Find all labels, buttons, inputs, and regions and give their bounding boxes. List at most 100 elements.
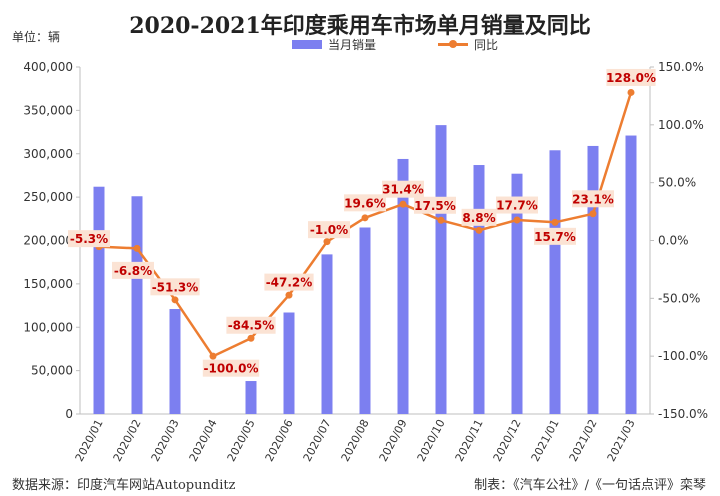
y-left-tick-label: 400,000 <box>23 60 73 74</box>
bar <box>587 145 599 414</box>
yoy-point <box>133 244 141 252</box>
yoy-label-bg <box>68 230 110 248</box>
bar <box>321 254 333 414</box>
y-right-tick-label: 0.0% <box>658 234 689 248</box>
yoy-label-bg <box>344 194 386 212</box>
y-right-tick-label: 100.0% <box>658 118 704 132</box>
yoy-data-label: -6.8% <box>114 264 152 278</box>
y-left-tick-label: 150,000 <box>23 277 73 291</box>
yoy-data-label: 31.4% <box>382 183 424 197</box>
yoy-point <box>323 238 331 246</box>
yoy-point <box>513 216 521 224</box>
y-right-tick-label: 50.0% <box>658 176 696 190</box>
y-right-tick-label: -100.0% <box>658 349 708 363</box>
bar <box>131 196 143 414</box>
bar <box>283 312 295 414</box>
legend: 当月销量 同比 <box>292 36 554 53</box>
bar <box>93 186 105 414</box>
yoy-data-label: -84.5% <box>228 319 275 333</box>
chart-title: 2020-2021年印度乘用车市场单月销量及同比 <box>129 13 591 39</box>
y-left-tick-label: 50,000 <box>31 364 73 378</box>
yoy-data-label: 15.7% <box>534 230 576 244</box>
yoy-data-label: -51.3% <box>152 280 199 294</box>
yoy-data-label: -47.2% <box>266 276 313 290</box>
x-tick-label: 2020/10 <box>415 417 448 463</box>
yoy-label-bg <box>572 190 614 208</box>
y-right-tick-label: -50.0% <box>658 291 700 305</box>
x-tick-label: 2021/02 <box>567 417 600 463</box>
yoy-data-label: -5.3% <box>70 232 108 246</box>
credit-note: 制表：《汽车公社》/《一句话点评》栾琴 <box>474 478 706 493</box>
x-tick-label: 2020/04 <box>187 417 220 463</box>
x-tick-label: 2020/08 <box>339 417 372 463</box>
unit-label: 单位：辆 <box>12 30 61 44</box>
bar <box>473 165 485 414</box>
yoy-data-label: 23.1% <box>572 192 614 206</box>
source-note: 数据来源：印度汽车网站Autopunditz <box>12 478 236 493</box>
x-tick-label: 2020/12 <box>491 417 524 463</box>
yoy-label-bg <box>308 221 350 239</box>
yoy-label-bg <box>150 278 200 296</box>
y-right-tick-label: -150.0% <box>658 407 708 421</box>
bar <box>625 135 637 414</box>
yoy-label-bg <box>226 316 276 334</box>
yoy-point <box>589 210 597 218</box>
y-left-tick-label: 250,000 <box>23 190 73 204</box>
legend-item-bar: 当月销量 <box>292 36 376 53</box>
y-left-tick-label: 100,000 <box>23 320 73 334</box>
legend-swatch-line <box>438 40 469 48</box>
legend-label-line: 同比 <box>474 38 499 52</box>
x-tick-label: 2020/05 <box>225 417 258 463</box>
legend-item-line: 同比 <box>438 36 498 53</box>
yoy-point <box>627 88 635 96</box>
x-tick-label: 2020/11 <box>453 417 486 463</box>
y-left-tick-label: 350,000 <box>23 103 73 117</box>
yoy-point <box>361 214 369 222</box>
y-left-tick-label: 300,000 <box>23 147 73 161</box>
legend-label-bar: 当月销量 <box>328 38 377 52</box>
x-tick-label: 2020/09 <box>377 417 410 463</box>
yoy-point <box>551 218 559 226</box>
yoy-label-bg <box>606 68 656 86</box>
yoy-point <box>209 352 217 360</box>
legend-swatch-bar <box>292 40 322 49</box>
bar <box>169 309 181 414</box>
yoy-point <box>437 216 445 224</box>
x-tick-label: 2020/02 <box>111 417 144 463</box>
yoy-data-label: 128.0% <box>606 71 656 85</box>
y-right-tick-label: 150.0% <box>658 60 704 74</box>
x-tick-label: 2020/07 <box>301 417 334 463</box>
x-tick-label: 2021/01 <box>529 417 562 463</box>
yoy-label-bg <box>264 273 314 291</box>
yoy-data-label: 19.6% <box>344 196 386 210</box>
yoy-label-bg <box>496 196 538 214</box>
yoy-point <box>285 291 293 299</box>
yoy-point <box>475 226 483 234</box>
yoy-label-bg <box>202 359 260 377</box>
yoy-data-label: -100.0% <box>204 362 259 376</box>
yoy-label-bg <box>382 180 424 198</box>
yoy-data-label: 8.8% <box>462 211 495 225</box>
yoy-label-bg <box>461 208 497 226</box>
x-tick-label: 2020/06 <box>263 417 296 463</box>
bar <box>549 150 561 414</box>
x-tick-label: 2020/03 <box>149 417 182 463</box>
bar <box>359 227 371 414</box>
x-tick-label: 2020/01 <box>73 417 106 463</box>
yoy-point <box>171 296 179 304</box>
yoy-label-bg <box>534 227 576 245</box>
bar <box>245 381 257 414</box>
x-tick-label: 2021/03 <box>605 417 638 463</box>
bar <box>397 158 409 414</box>
yoy-label-bg <box>414 196 456 214</box>
yoy-data-label: -1.0% <box>310 223 348 237</box>
bar <box>435 125 447 414</box>
y-left-tick-label: 0 <box>65 407 73 421</box>
yoy-label-bg <box>112 261 154 279</box>
bar <box>511 173 523 414</box>
yoy-point <box>247 334 255 342</box>
yoy-point <box>399 200 407 208</box>
yoy-data-label: 17.5% <box>414 199 456 213</box>
